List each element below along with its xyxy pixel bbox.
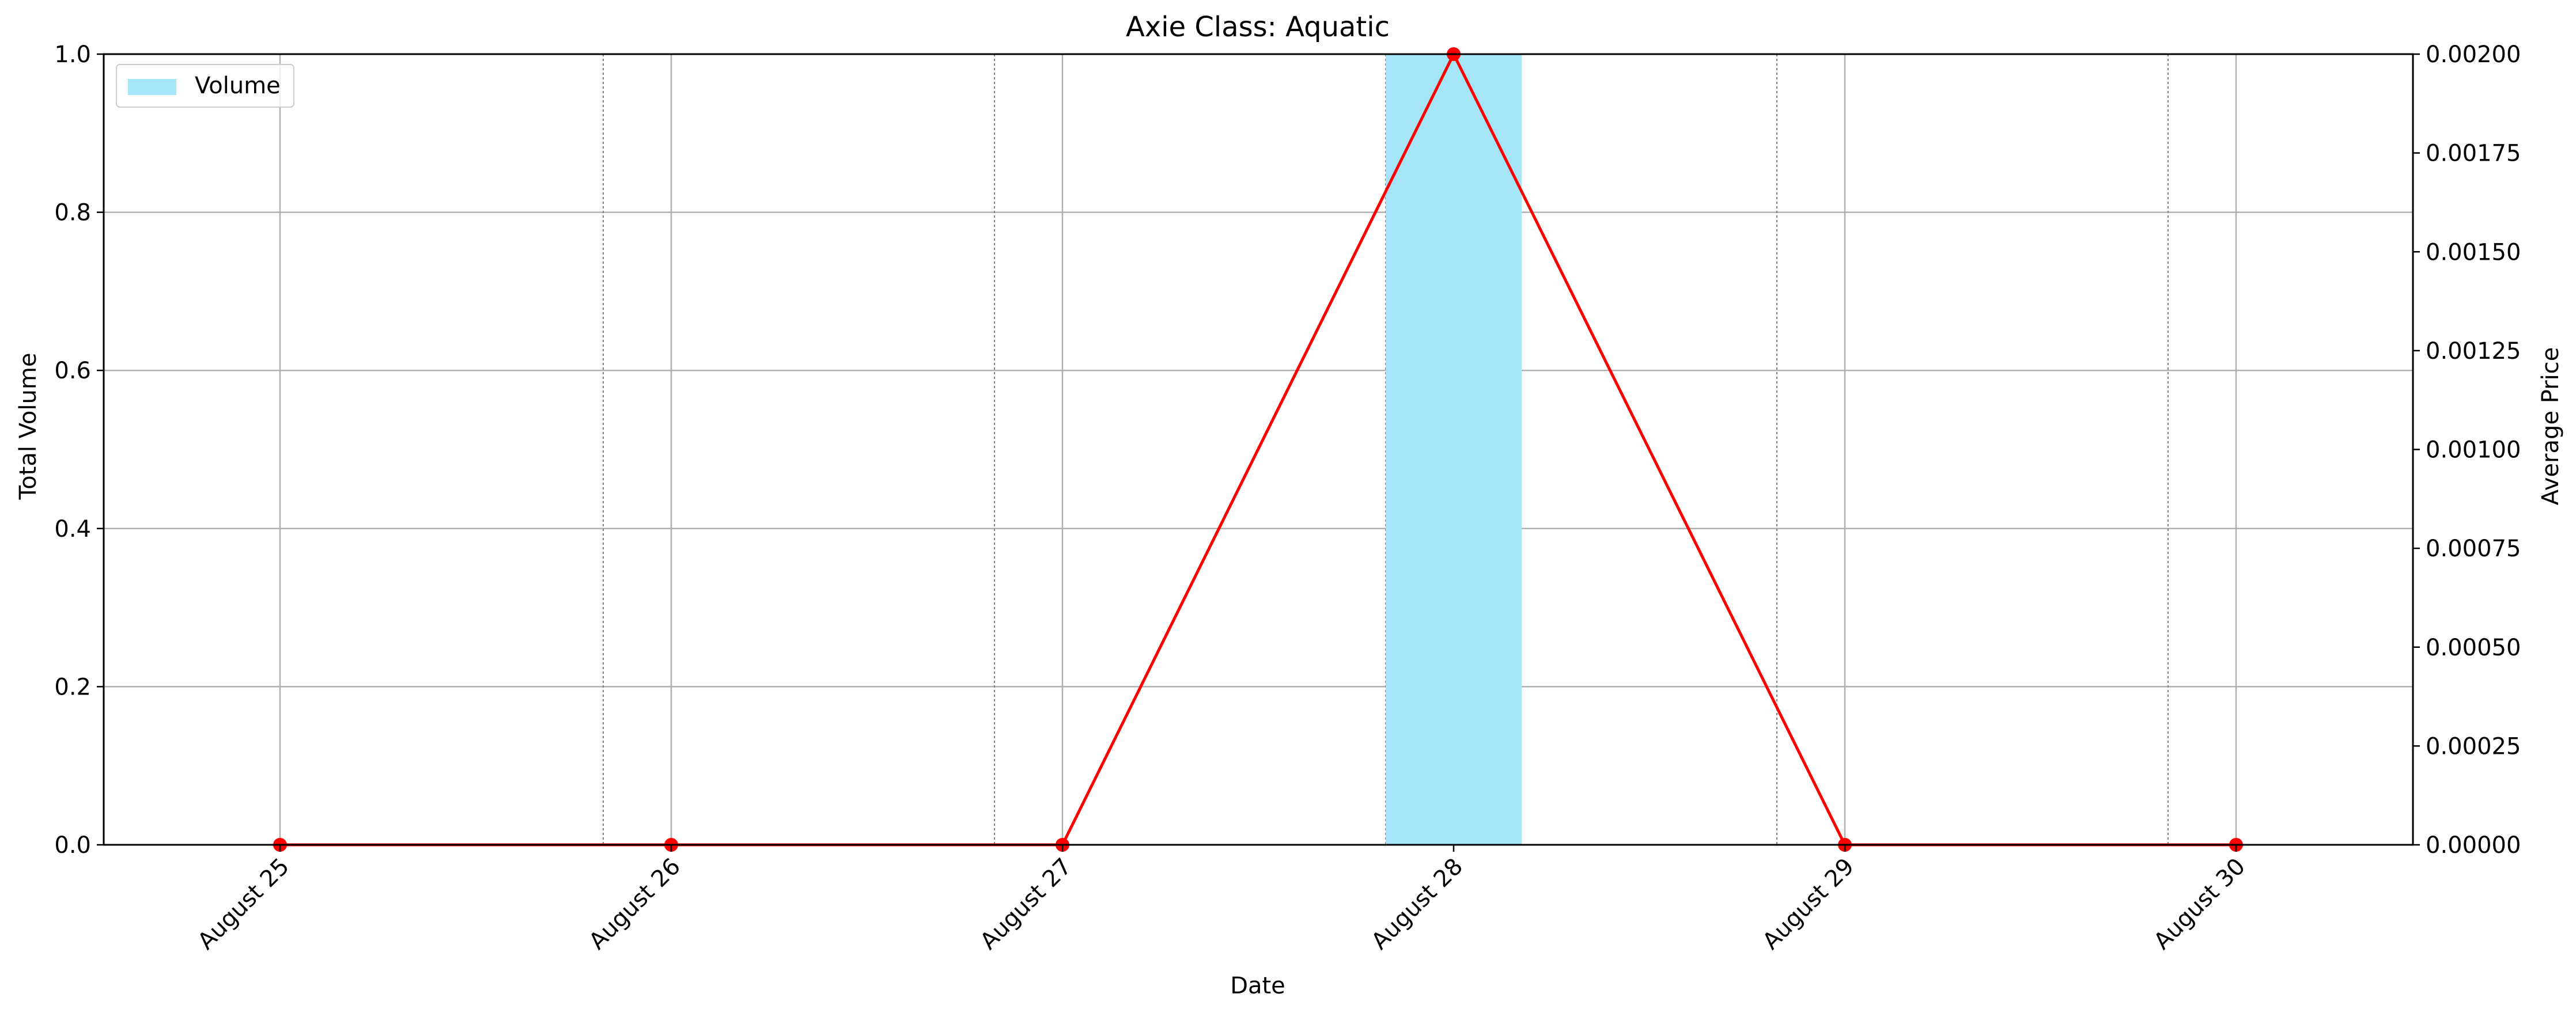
y-axis-label-left: Total Volume (15, 353, 41, 500)
price-line (273, 47, 2243, 852)
x-tick-label: August 27 (975, 853, 1077, 955)
y-tick-label-right: 0.00050 (2426, 635, 2521, 661)
legend-label-volume: Volume (195, 73, 281, 99)
y-axis-label-right: Average Price (2537, 347, 2564, 506)
grid (104, 54, 2413, 845)
bars (1386, 54, 1522, 845)
y-tick-label-right: 0.00000 (2426, 832, 2521, 859)
y-tick-label-right: 0.00100 (2426, 437, 2521, 464)
y-tick-label-left: 0.8 (54, 200, 91, 226)
legend-swatch-volume (128, 79, 176, 95)
y-tick-label-left: 0.0 (54, 832, 91, 859)
legend: Volume (116, 64, 294, 108)
y-tick-label-left: 0.2 (54, 674, 91, 700)
chart-title: Axie Class: Aquatic (1126, 11, 1390, 43)
y-tick-label-right: 0.00200 (2426, 41, 2521, 68)
x-axis-label: Date (1230, 973, 1285, 999)
y-tick-label-right: 0.00175 (2426, 141, 2521, 167)
y-axis-right: 0.00000 0.00025 0.00050 0.00075 0.00100 0.001… (2413, 41, 2521, 859)
legend-box (116, 64, 294, 108)
y-tick-label-right: 0.00125 (2426, 338, 2521, 365)
x-tick-label: August 25 (193, 853, 294, 955)
y-axis-left: 0.0 0.2 0.4 0.6 0.8 1.0 (54, 41, 104, 859)
y-tick-label-left: 1.0 (54, 41, 91, 68)
volume-bar (1386, 54, 1522, 845)
x-tick-label: August 28 (1367, 853, 1468, 955)
x-tick-label: August 29 (1758, 853, 1859, 955)
y-tick-label-right: 0.00025 (2426, 733, 2521, 760)
y-tick-label-right: 0.00150 (2426, 239, 2521, 265)
x-tick-label: August 26 (584, 853, 686, 955)
y-tick-label-right: 0.00075 (2426, 536, 2521, 562)
y-tick-label-left: 0.4 (54, 516, 91, 542)
y-tick-label-left: 0.6 (54, 358, 91, 384)
x-tick-label: August 30 (2149, 853, 2250, 955)
x-axis: August 25 August 26 August 27 August 28 Augu… (193, 845, 2250, 955)
price-line-path (280, 51, 2236, 847)
